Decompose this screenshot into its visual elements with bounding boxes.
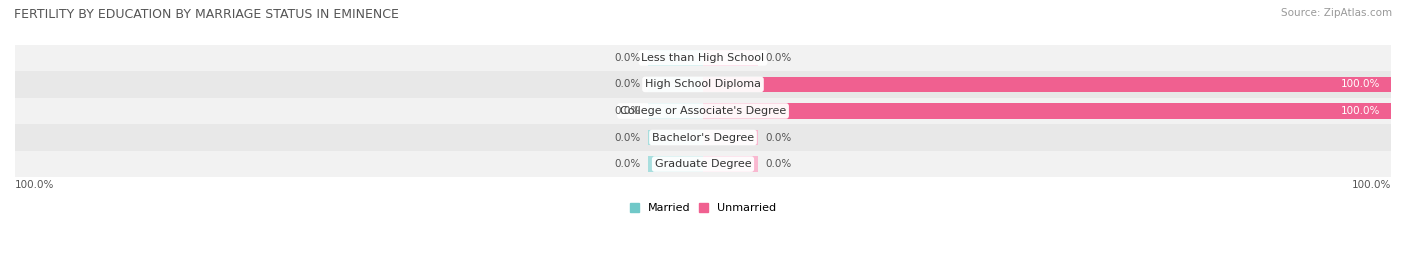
Bar [703, 50, 758, 66]
Text: 100.0%: 100.0% [15, 180, 55, 190]
Text: 0.0%: 0.0% [765, 53, 792, 63]
Bar [703, 156, 758, 172]
Legend: Married, Unmarried: Married, Unmarried [630, 203, 776, 213]
Bar [703, 130, 758, 145]
Bar [703, 77, 1391, 92]
Bar [648, 130, 703, 145]
Text: Source: ZipAtlas.com: Source: ZipAtlas.com [1281, 8, 1392, 18]
Text: 0.0%: 0.0% [614, 133, 641, 143]
Text: 0.0%: 0.0% [614, 106, 641, 116]
Text: 0.0%: 0.0% [614, 53, 641, 63]
Bar [648, 77, 703, 92]
Text: High School Diploma: High School Diploma [645, 79, 761, 89]
Text: FERTILITY BY EDUCATION BY MARRIAGE STATUS IN EMINENCE: FERTILITY BY EDUCATION BY MARRIAGE STATU… [14, 8, 399, 21]
Bar [15, 45, 1391, 71]
Text: Less than High School: Less than High School [641, 53, 765, 63]
Bar [15, 98, 1391, 124]
Bar [15, 151, 1391, 177]
Text: 100.0%: 100.0% [1351, 180, 1391, 190]
Bar [15, 71, 1391, 98]
Bar [648, 50, 703, 66]
Text: Graduate Degree: Graduate Degree [655, 159, 751, 169]
Text: Bachelor's Degree: Bachelor's Degree [652, 133, 754, 143]
Text: 0.0%: 0.0% [614, 159, 641, 169]
Bar [648, 103, 703, 119]
Text: 100.0%: 100.0% [1341, 79, 1381, 89]
Bar [648, 156, 703, 172]
Text: 0.0%: 0.0% [765, 133, 792, 143]
Text: 0.0%: 0.0% [614, 79, 641, 89]
Bar [703, 103, 1391, 119]
Text: College or Associate's Degree: College or Associate's Degree [620, 106, 786, 116]
Text: 0.0%: 0.0% [765, 159, 792, 169]
Text: 100.0%: 100.0% [1341, 106, 1381, 116]
Bar [15, 124, 1391, 151]
